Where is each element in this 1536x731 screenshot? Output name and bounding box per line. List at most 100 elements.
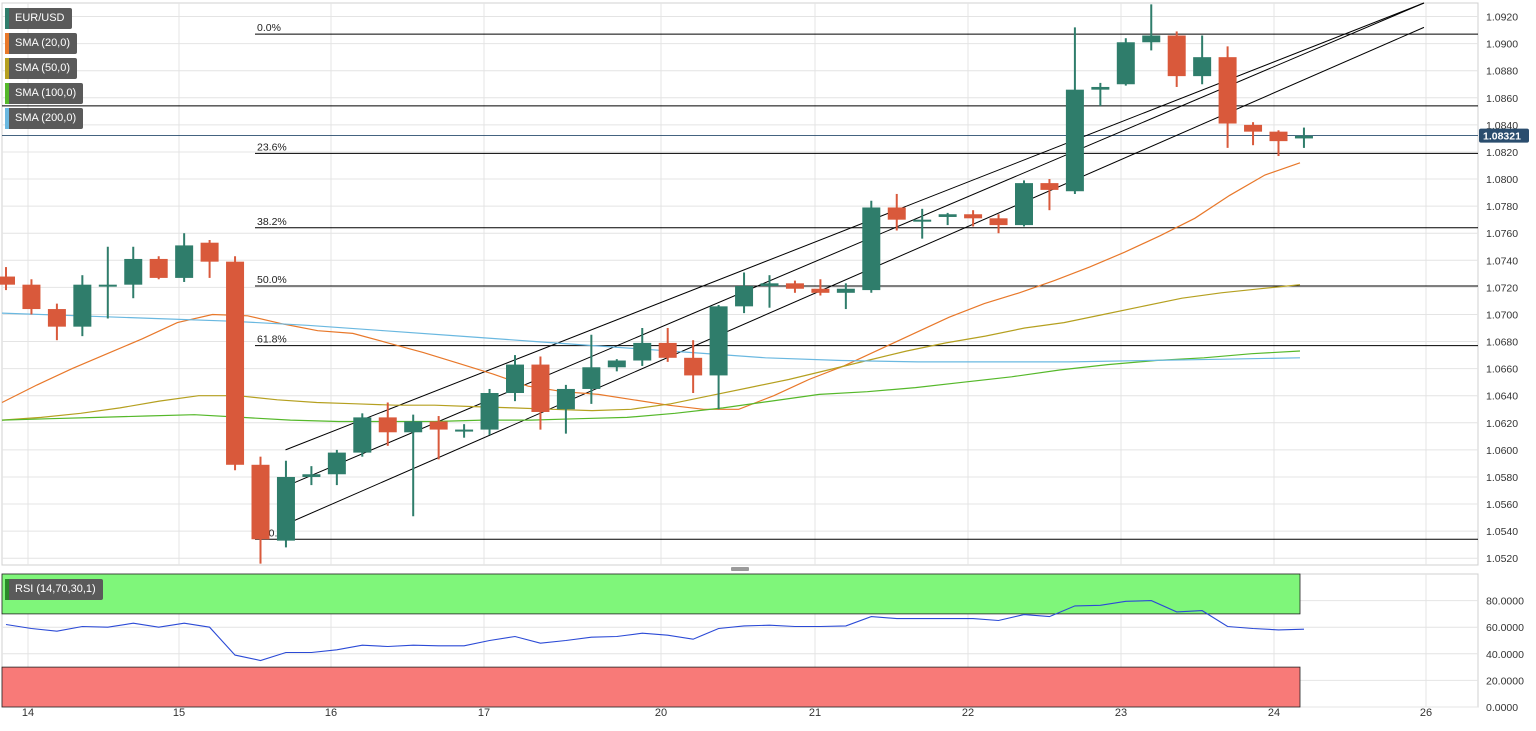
fib-level-label: 0.0% (257, 22, 281, 34)
y-tick-label: 1.0620 (1486, 418, 1518, 430)
candle-body (1244, 124, 1263, 132)
y-tick-label: 1.0700 (1486, 309, 1518, 321)
legend-item-rsi[interactable]: RSI (14,70,30,1) (5, 579, 103, 600)
y-tick-label: 1.0740 (1486, 255, 1518, 267)
legend-swatch-sma20 (5, 33, 9, 54)
x-tick-label: 24 (1268, 707, 1280, 719)
legend-item-sma20[interactable]: SMA (20,0) (5, 33, 83, 54)
rsi-y-tick-label: 0.0000 (1486, 702, 1518, 714)
legend-label-sma50: SMA (50,0) (9, 58, 78, 79)
candle-body (378, 417, 397, 433)
candle-body (582, 367, 601, 389)
last-price-badge (1479, 128, 1529, 143)
y-tick-label: 1.0520 (1486, 553, 1518, 565)
y-tick-label: 1.0860 (1486, 93, 1518, 105)
x-tick-label: 21 (809, 707, 821, 719)
y-tick-label: 1.0600 (1486, 445, 1518, 457)
legend-item-eurusd[interactable]: EUR/USD (5, 8, 83, 29)
candle-body (276, 476, 295, 541)
candle-body (22, 284, 41, 310)
y-tick-label: 1.0760 (1486, 228, 1518, 240)
y-tick-label: 1.0580 (1486, 472, 1518, 484)
candle-body (302, 474, 321, 477)
candle-body (658, 342, 677, 358)
candle-body (1116, 42, 1135, 85)
legend-item-sma50[interactable]: SMA (50,0) (5, 58, 83, 79)
legend-swatch-rsi (5, 579, 9, 600)
candle-body (785, 283, 804, 289)
y-tick-label: 1.0900 (1486, 39, 1518, 51)
y-tick-label: 1.0800 (1486, 174, 1518, 186)
legend-swatch-sma200 (5, 108, 9, 129)
candle-body (607, 360, 626, 368)
y-tick-label: 1.0640 (1486, 391, 1518, 403)
candle-body (1167, 35, 1186, 77)
y-tick-label: 1.0560 (1486, 499, 1518, 511)
candle-body (684, 357, 703, 376)
candle-body (1091, 86, 1110, 90)
y-tick-label: 1.0680 (1486, 337, 1518, 349)
candle-body (226, 261, 245, 465)
pane-resize-handle (731, 567, 749, 571)
y-tick-label: 1.0820 (1486, 147, 1518, 159)
candle-body (1142, 35, 1161, 43)
legend-label-rsi: RSI (14,70,30,1) (9, 579, 103, 600)
sma-line (1, 284, 1301, 421)
candle-body (862, 207, 881, 291)
x-tick-label: 23 (1115, 707, 1127, 719)
candle-body (506, 364, 524, 394)
legend-item-sma200[interactable]: SMA (200,0) (5, 108, 84, 129)
legend-swatch-sma100 (5, 83, 9, 104)
rsi-y-tick-label: 40.0000 (1486, 649, 1524, 661)
x-tick-label: 26 (1420, 707, 1432, 719)
fib-level-label: 23.6% (257, 141, 287, 153)
y-tick-label: 1.0540 (1486, 526, 1518, 538)
candle-body (989, 218, 1008, 226)
x-tick-label: 15 (173, 707, 185, 719)
candle-body (531, 364, 550, 412)
candle-body (811, 288, 830, 293)
legend: EUR/USD SMA (20,0) SMA (50,0) SMA (100,0… (5, 8, 84, 133)
candle-body (251, 464, 270, 540)
candle-body (98, 284, 117, 287)
candle-body (149, 258, 168, 278)
legend-swatch-eurusd (5, 8, 9, 29)
x-tick-label: 17 (478, 707, 490, 719)
legend-item-sma100[interactable]: SMA (100,0) (5, 83, 84, 104)
candle-body (175, 245, 194, 278)
candle-body (353, 417, 372, 453)
rsi-y-tick-label: 80.0000 (1486, 596, 1524, 608)
candle-body (938, 214, 957, 217)
legend-swatch-sma50 (5, 58, 9, 79)
candle-body (480, 393, 499, 430)
candle-body (709, 306, 728, 376)
candle-body (760, 283, 779, 287)
candle-body (1193, 57, 1212, 77)
y-tick-label: 1.0880 (1486, 66, 1518, 78)
candle-body (836, 288, 855, 293)
candle-body (124, 258, 143, 285)
candle-body (964, 214, 983, 219)
candle-body (1294, 135, 1313, 139)
sma-line (1, 162, 1301, 410)
candle-body (327, 452, 346, 475)
y-tick-label: 1.0780 (1486, 201, 1518, 213)
candle-body (1040, 183, 1059, 190)
legend-label-eurusd: EUR/USD (9, 8, 72, 29)
candle-body (73, 284, 92, 327)
sma-line (1, 350, 1301, 423)
x-tick-label: 14 (22, 707, 34, 719)
candle-body (1218, 57, 1237, 124)
candle-body (455, 429, 474, 432)
legend-label-sma100: SMA (100,0) (9, 83, 84, 104)
x-tick-label: 20 (655, 707, 667, 719)
rsi-oversold-zone (1, 666, 1301, 708)
y-tick-label: 1.0660 (1486, 364, 1518, 376)
candle-body (1269, 131, 1288, 142)
x-tick-label: 16 (325, 707, 337, 719)
main-panel (1, 2, 1479, 566)
candle-body (429, 421, 448, 430)
candle-body (200, 242, 219, 262)
candle-body (1065, 89, 1084, 192)
